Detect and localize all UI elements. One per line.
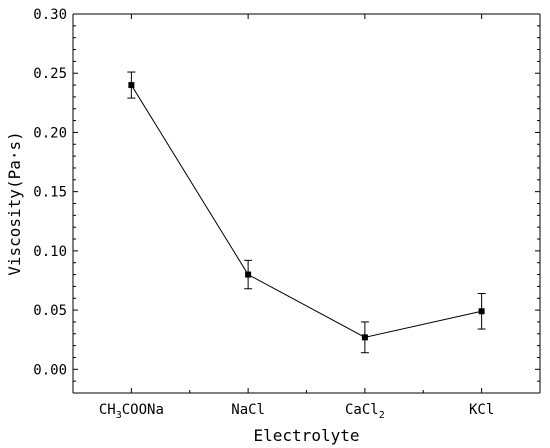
y-tick-label: 0.15 bbox=[33, 185, 67, 201]
data-point bbox=[478, 308, 485, 315]
y-tick-label: 0.00 bbox=[33, 362, 67, 378]
axes: 0.00 0.05 0.10 0.15 0.20 0.25 0.30 CH3COONa NaCl… bbox=[33, 7, 541, 421]
x-axis-title: Electrolyte bbox=[254, 426, 360, 445]
y-axis-title: Viscosity(Pa·s) bbox=[5, 131, 24, 276]
plot-area bbox=[127, 71, 486, 354]
data-point bbox=[245, 271, 252, 278]
data-point bbox=[128, 82, 135, 89]
y-tick-label: 0.20 bbox=[33, 125, 67, 141]
y-tick-label: 0.30 bbox=[33, 7, 67, 23]
series-line bbox=[130, 84, 482, 338]
data-point bbox=[361, 334, 368, 341]
x-tick-label: NaCl bbox=[231, 402, 265, 418]
x-tick-label: CH3COONa bbox=[99, 402, 164, 421]
y-tick-label: 0.25 bbox=[33, 66, 67, 82]
x-tick-label: KCl bbox=[469, 402, 494, 418]
x-tick-label: CaCl2 bbox=[345, 402, 385, 421]
y-tick-label: 0.10 bbox=[33, 244, 67, 260]
y-tick-label: 0.05 bbox=[33, 303, 67, 319]
